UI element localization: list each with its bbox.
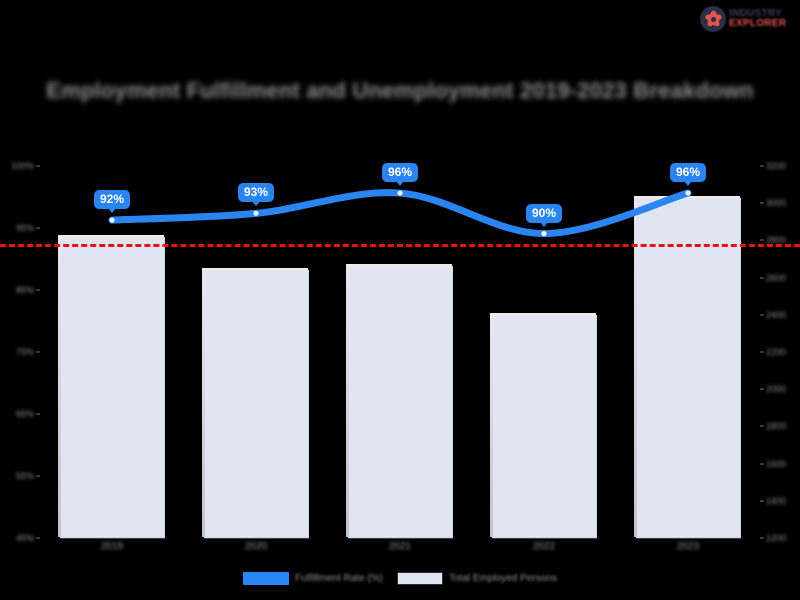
y-left-tick-label: 55% [15,471,34,481]
y-axis-right: 3200 3000 2800 2600 2400 2200 2000 1800 1600 1400… [760,150,800,543]
y-right-tick-label: 2800 [766,235,787,246]
line-marker-2021 [397,190,403,196]
bar-2020 [201,268,309,538]
y-axis-left: 100% 95% 85% 75% 65% 55% 45% [0,150,40,543]
plot-area: 92% 93% 96% 90% 96% [40,150,760,540]
line-marker-2022 [541,231,547,237]
bar-2019 [57,234,165,538]
y-right-tick-label: 3200 [766,161,787,171]
x-axis-labels: 2019 2020 2021 2022 2023 [40,541,760,559]
y-right-tick-label: 2600 [766,272,787,283]
y-right-tick-mark [760,425,764,427]
logo-wordmark: INDUSTRY EXPLORER [729,7,787,29]
y-right-tick-label: 2000 [766,384,787,395]
bar-2023 [633,195,741,538]
y-right-tick-label: 1800 [766,421,787,432]
y-left-tick-label: 75% [15,347,34,357]
bar-series-layer [40,150,760,540]
y-left-tick-label: 100% [10,161,34,171]
y-right-tick-label: 2400 [766,309,787,320]
x-tick-2021: 2021 [388,541,412,552]
y-left-tick-mark [36,227,40,229]
x-tick-2023: 2023 [676,541,700,552]
y-right-tick-mark [760,277,764,279]
logo-line-1: INDUSTRY [729,7,783,19]
data-label-2022: 90% [525,203,563,227]
y-right-tick-label: 1200 [766,533,787,543]
chart-title: Employment Fulfillment and Unemployment … [46,78,754,103]
x-tick-2022: 2022 [532,541,556,552]
data-label-2019: 92% [93,190,131,214]
flower-circle-icon [700,6,726,32]
data-label-2020: 93% [237,183,275,207]
y-left-tick-mark [36,537,40,539]
y-left-tick-mark [36,165,40,167]
y-left-tick-mark [36,289,40,291]
y-left-tick-label: 65% [15,409,34,419]
y-right-tick-mark [760,537,764,539]
brand-logo: INDUSTRY EXPLORER [700,4,792,34]
y-left-tick-label: 45% [15,533,34,543]
y-right-tick-mark [760,165,764,167]
x-tick-2020: 2020 [244,541,268,552]
y-left-tick-label: 95% [15,223,34,233]
data-label-2021: 96% [381,163,419,187]
y-left-tick-mark [36,475,40,477]
legend-swatch-bar [396,572,443,585]
data-label-2023: 96% [669,163,707,187]
legend-label-bar: Total Employed Persons [448,573,557,584]
chart-legend: Fulfillment Rate (%) Total Employed Pers… [0,572,800,585]
y-right-tick-mark [760,463,764,465]
y-left-tick-label: 85% [15,285,34,295]
y-left-tick-mark [36,413,40,415]
threshold-line [0,244,800,248]
x-tick-2019: 2019 [100,541,124,552]
line-marker-2023 [685,190,691,196]
line-marker-2020 [253,210,259,216]
y-right-tick-mark [760,202,764,204]
y-right-tick-mark [760,388,764,390]
legend-label-line: Fulfillment Rate (%) [295,573,383,584]
y-right-tick-mark [760,351,764,353]
legend-item-line[interactable]: Fulfillment Rate (%) [243,572,383,585]
y-right-tick-label: 2200 [766,347,787,357]
fulfillment-rate-line [108,189,692,238]
legend-item-bar[interactable]: Total Employed Persons [396,572,557,585]
y-left-tick-mark [36,351,40,353]
line-marker-2019 [109,217,115,223]
line-series-layer [108,189,692,238]
y-right-tick-mark [760,500,764,502]
legend-swatch-line [243,572,290,585]
y-right-tick-mark [760,239,764,241]
bar-2021 [345,264,453,538]
y-right-tick-label: 3000 [766,198,787,209]
y-right-tick-mark [760,314,764,316]
bar-2022 [489,312,597,538]
y-right-tick-label: 1600 [766,458,787,469]
y-right-tick-label: 1400 [766,495,787,506]
logo-line-2: EXPLORER [729,18,787,29]
